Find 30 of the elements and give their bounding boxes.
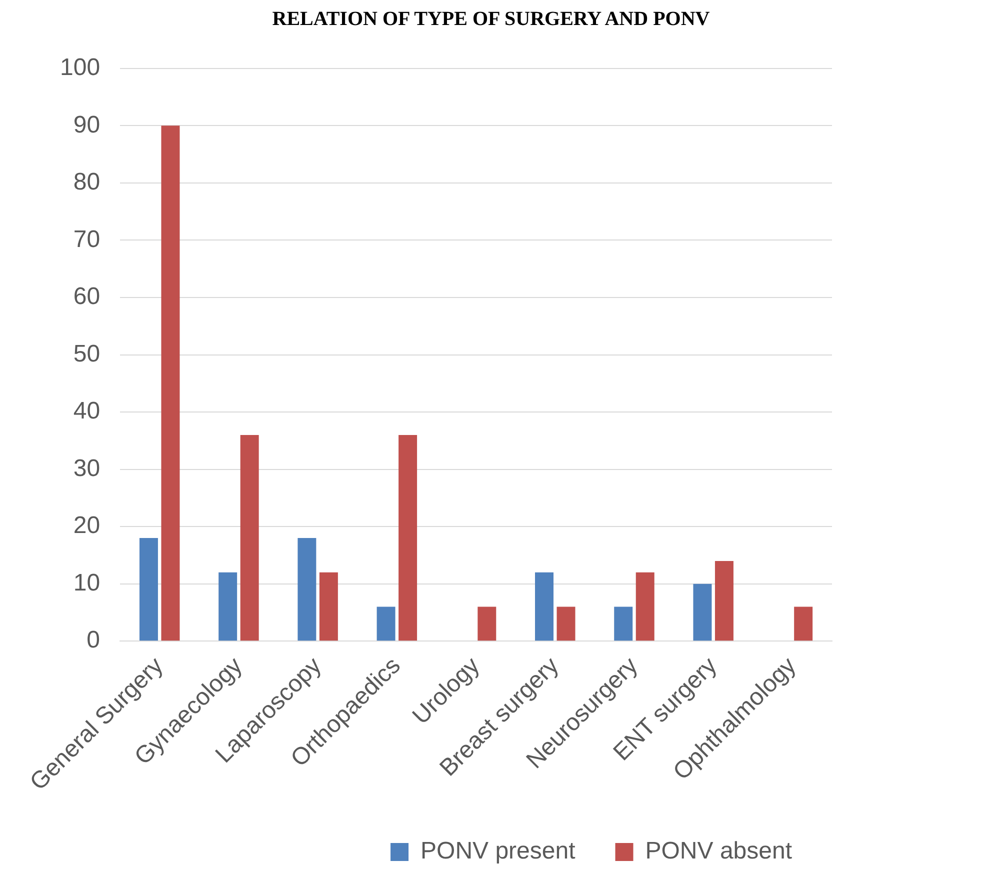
bar: [319, 572, 338, 641]
bar: [478, 606, 496, 641]
y-tick-label: 90: [73, 111, 100, 138]
bar: [376, 606, 396, 641]
chart-title: RELATION OF TYPE OF SURGERY AND PONV: [271, 8, 711, 32]
y-tick-label: 40: [73, 398, 100, 425]
bar: [398, 434, 418, 641]
legend-label: PONV present: [420, 838, 576, 865]
bar: [714, 560, 734, 641]
y-tick-label: 70: [73, 226, 100, 253]
bar: [614, 606, 633, 641]
bar: [139, 538, 158, 641]
bar: [535, 572, 554, 641]
y-tick-label: 0: [86, 626, 100, 654]
y-tick-label: 50: [73, 340, 100, 368]
bar: [161, 126, 180, 641]
legend-label: PONV absent: [645, 838, 792, 865]
bar: [240, 434, 259, 641]
y-tick-label: 60: [73, 283, 100, 310]
y-tick-label: 80: [73, 168, 100, 196]
bar: [794, 606, 813, 641]
y-tick-label: 20: [73, 512, 100, 540]
bar: [693, 584, 712, 641]
bar: [298, 538, 316, 641]
y-tick-label: 30: [73, 454, 100, 482]
bar: [556, 606, 576, 641]
bar: [218, 572, 238, 641]
y-tick-label: 10: [73, 569, 100, 596]
y-tick-label: 100: [60, 54, 100, 82]
bar: [636, 572, 654, 641]
